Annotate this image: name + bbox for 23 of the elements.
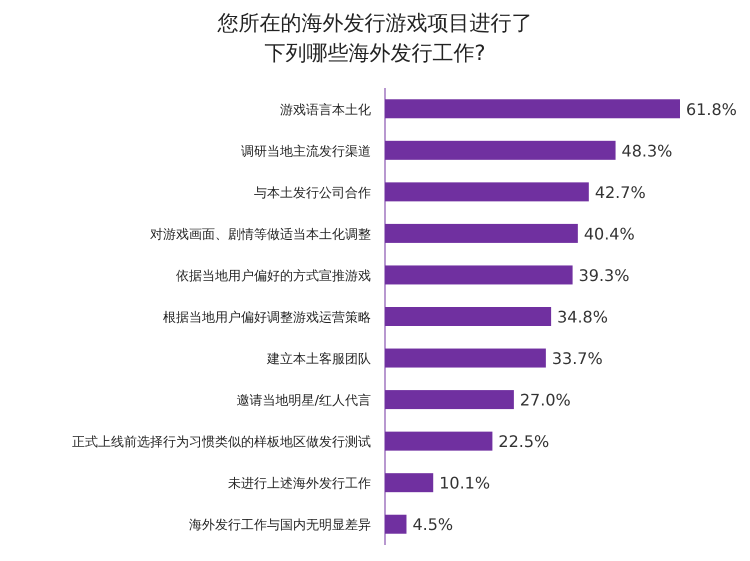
data-label: 10.1% — [439, 474, 490, 493]
y-tick-label: 游戏语言本土化 — [280, 102, 371, 118]
y-tick-label: 与本土发行公司合作 — [254, 186, 371, 201]
data-label: 33.7% — [552, 349, 603, 368]
y-tick-label: 对游戏画面、剧情等做适当本土化调整 — [150, 227, 371, 242]
chart-title: 您所在的海外发行游戏项目进行了下列哪些海外发行工作? — [216, 11, 532, 65]
y-tick-label: 海外发行工作与国内无明显差异 — [189, 518, 371, 534]
data-label: 40.4% — [584, 224, 635, 244]
data-label: 34.8% — [557, 308, 608, 326]
y-tick-label: 正式上线前选择行为习惯类似的样板地区做发行测试 — [72, 435, 371, 450]
y-tick-label: 依据当地用户偏好的方式宣推游戏 — [176, 268, 371, 284]
y-tick-label: 未进行上述海外发行工作 — [228, 476, 371, 492]
data-label: 22.5% — [498, 432, 550, 452]
data-label: 48.3% — [622, 141, 672, 160]
y-tick-label: 调研当地主流发行渠道 — [241, 143, 371, 160]
data-label: 39.3% — [578, 266, 630, 285]
data-label: 27.0% — [520, 390, 571, 410]
y-tick-label: 根据当地用户偏好调整游戏运营策略 — [163, 310, 371, 326]
data-label: 4.5% — [412, 515, 454, 534]
data-label: 42.7% — [594, 182, 646, 202]
y-tick-label: 建立本土客服团队 — [266, 351, 371, 368]
y-tick-label: 邀请当地明星/红人代言 — [236, 392, 371, 409]
data-label: 61.8% — [686, 100, 737, 119]
